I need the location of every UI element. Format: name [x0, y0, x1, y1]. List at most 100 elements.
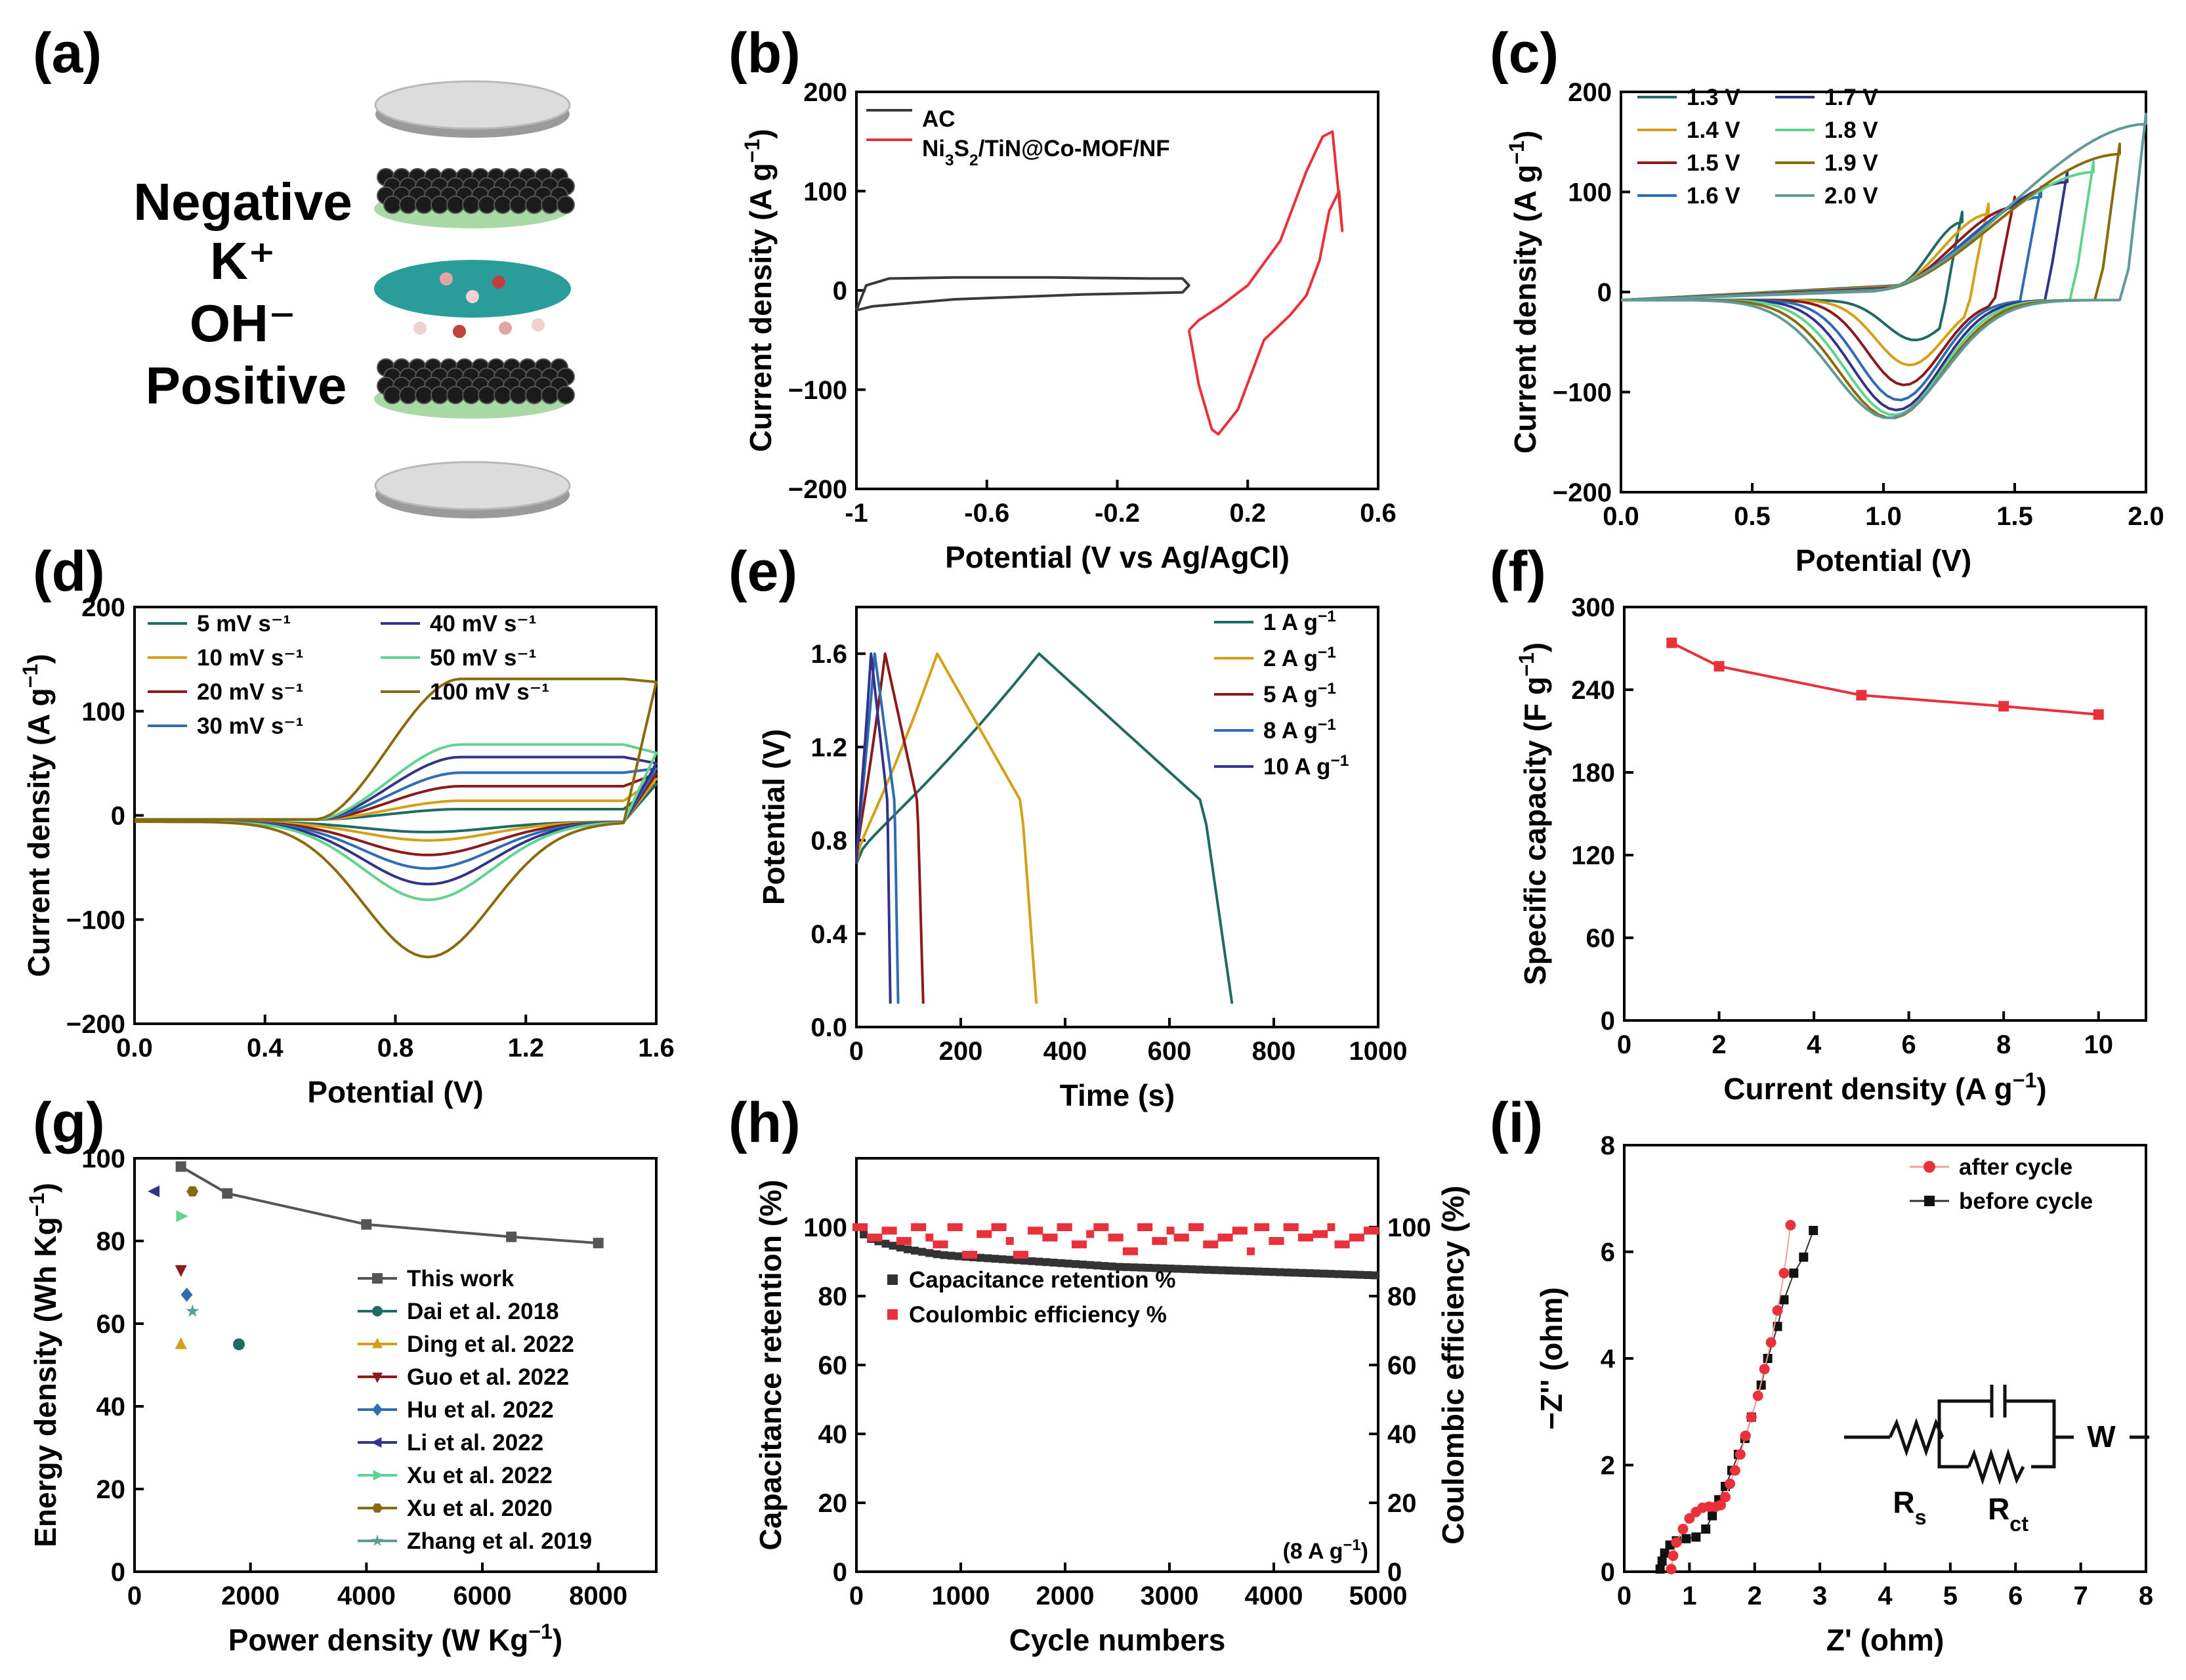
retention-point	[1261, 1267, 1270, 1276]
after-cycle-point	[1759, 1364, 1770, 1375]
efficiency-point	[977, 1230, 985, 1238]
retention-point	[881, 1240, 890, 1248]
x-tick-label: 0.8	[377, 1034, 414, 1062]
x-tick-label: 2	[1748, 1582, 1762, 1610]
efficiency-point	[1305, 1233, 1314, 1242]
capacity-line	[1671, 641, 2099, 716]
y-tick-label: −100	[66, 906, 125, 934]
y-tick-label: 100	[81, 698, 125, 726]
retention-point	[1217, 1266, 1226, 1274]
after-cycle-point	[1684, 1513, 1695, 1524]
efficiency-point	[1341, 1240, 1350, 1249]
efficiency-point	[925, 1233, 934, 1242]
legend-label: 1.7 V	[1824, 85, 1878, 110]
reference-point	[176, 1210, 188, 1223]
legend-label: 1.9 V	[1824, 150, 1878, 176]
y-axis-title: Current density (A g−1)	[740, 129, 778, 452]
efficiency-point	[911, 1223, 919, 1231]
negative-electrode-particle	[557, 196, 575, 214]
x-tick-label: 4000	[337, 1582, 396, 1610]
retention-point	[1320, 1269, 1328, 1278]
retention-point	[1305, 1269, 1314, 1278]
retention-point	[1210, 1266, 1219, 1274]
resistor-rs	[1888, 1418, 1944, 1457]
legend-marker	[372, 1337, 383, 1349]
chart-e: 0 200 400 600 800 1000 0.0 0.4 0.8 1.2 1.6 Time (s)…	[757, 606, 1407, 1112]
positive-electrode-particle	[383, 386, 402, 404]
panel-label-e: (e)	[728, 540, 797, 603]
retention-point	[1371, 1271, 1379, 1280]
positive-electrode-particle	[478, 386, 496, 404]
retention-point	[1057, 1259, 1065, 1267]
efficiency-point	[1320, 1230, 1328, 1238]
retention-point	[1129, 1263, 1138, 1272]
retention-point	[1313, 1269, 1321, 1278]
after-cycle-point	[1668, 1550, 1679, 1561]
legend-marker	[372, 1503, 383, 1513]
this-work-point	[361, 1219, 372, 1230]
retention-point	[947, 1251, 956, 1260]
retention-point	[1181, 1265, 1189, 1273]
y-tick-label: −200	[66, 1010, 125, 1039]
retention-point	[1247, 1267, 1255, 1276]
reference-point	[233, 1338, 245, 1351]
efficiency-point	[1217, 1233, 1226, 1242]
x-tick-label: 0	[1617, 1582, 1631, 1610]
legend-label: Coulombic efficiency %	[909, 1302, 1167, 1328]
retention-point	[1173, 1265, 1182, 1273]
right-tick-label: 80	[1387, 1282, 1417, 1311]
negative-electrode-particle	[399, 196, 417, 214]
ion	[499, 322, 512, 335]
y-tick-label: 200	[1568, 78, 1612, 107]
legend-label: Xu et al. 2022	[407, 1463, 553, 1488]
retention-point	[1049, 1258, 1058, 1267]
after-cycle-point	[1729, 1465, 1740, 1476]
legend-label: 10 A g−1	[1263, 752, 1349, 780]
efficiency-point	[1349, 1233, 1357, 1242]
before-cycle-point	[1655, 1564, 1665, 1574]
efficiency-point	[1371, 1227, 1379, 1235]
efficiency-point	[1364, 1227, 1372, 1235]
efficiency-point	[874, 1233, 883, 1242]
efficiency-point	[1020, 1251, 1028, 1259]
ion	[453, 325, 466, 338]
retention-point	[925, 1249, 934, 1257]
x-tick-label: 0.5	[1734, 502, 1771, 531]
retention-point	[1086, 1261, 1095, 1269]
efficiency-point	[1115, 1233, 1124, 1242]
efficiency-point	[1356, 1233, 1364, 1242]
retention-point	[1239, 1267, 1248, 1275]
reference-point	[175, 1265, 187, 1277]
y-tick-label: 200	[81, 593, 125, 622]
efficiency-point	[984, 1230, 992, 1238]
retention-point	[984, 1254, 992, 1263]
legend-marker	[1923, 1161, 1935, 1173]
x-tick-label: 1.6	[638, 1034, 675, 1062]
legend-label: 20 mV s⁻¹	[197, 679, 303, 705]
before-cycle-point	[1691, 1532, 1701, 1542]
retention-point	[940, 1251, 948, 1259]
legend-marker	[1924, 1196, 1935, 1206]
x-tick-label: 6	[2008, 1582, 2023, 1610]
efficiency-point	[1181, 1233, 1189, 1242]
resistor-rct	[1967, 1448, 2025, 1486]
x-tick-label: 400	[1043, 1037, 1087, 1066]
legend-label: 5 mV s⁻¹	[197, 611, 291, 637]
positive-electrode-particle	[399, 386, 417, 404]
x-tick-label: 10	[2084, 1030, 2113, 1059]
this-work-point	[593, 1238, 604, 1249]
efficiency-point	[991, 1223, 999, 1231]
efficiency-point	[896, 1237, 904, 1245]
x-tick-label: -0.6	[964, 499, 1009, 528]
before-cycle-point	[1701, 1524, 1711, 1534]
legend-label: 100 mV s⁻¹	[430, 679, 549, 705]
after-cycle-point	[1724, 1478, 1735, 1489]
efficiency-point	[933, 1240, 941, 1249]
x-tick-label: 2	[1712, 1030, 1726, 1059]
this-work-point	[222, 1188, 233, 1199]
retention-point	[1071, 1260, 1080, 1269]
efficiency-point	[1290, 1223, 1299, 1231]
x-tick-label: 8000	[569, 1582, 627, 1610]
efficiency-point	[1232, 1227, 1240, 1235]
x-tick-label: 6000	[453, 1582, 512, 1610]
